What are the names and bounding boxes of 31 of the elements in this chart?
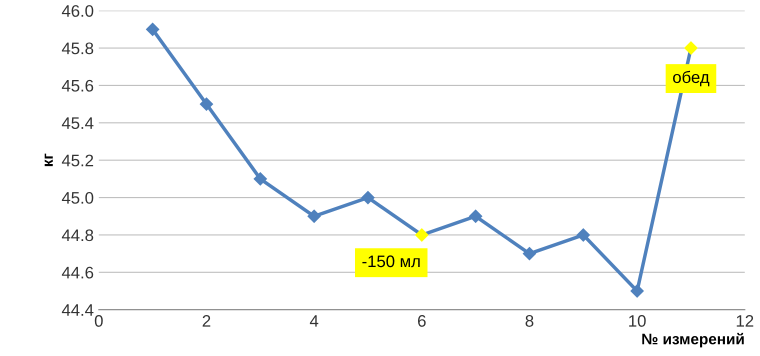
point <box>415 228 428 242</box>
x-tick-label: 8 <box>526 315 534 327</box>
y-tick-label: 45.0 <box>62 192 94 204</box>
point <box>522 247 536 260</box>
point <box>254 172 267 186</box>
point <box>469 210 482 223</box>
x-axis-title: № измерений <box>642 332 744 348</box>
x-tick-label: 10 <box>629 315 646 327</box>
point <box>308 210 321 223</box>
y-tick-label: 44.4 <box>62 304 94 316</box>
y-tick-label: 45.8 <box>62 42 94 54</box>
y-tick-label: 45.4 <box>62 117 94 130</box>
x-tick-label: 6 <box>418 315 426 327</box>
y-tick-label: 45.2 <box>62 154 94 166</box>
y-tick-label: 45.6 <box>62 80 94 92</box>
y-tick-label: 44.8 <box>62 229 94 242</box>
y-tick-label: 44.6 <box>62 266 94 279</box>
x-tick-label: 12 <box>736 315 754 327</box>
y-axis-title: кг <box>44 154 53 166</box>
point <box>146 22 160 36</box>
annotation: -150 мл <box>362 255 420 268</box>
y-tick-label: 46.0 <box>62 5 94 17</box>
point <box>361 190 375 204</box>
x-tick-label: 0 <box>94 315 103 327</box>
point <box>576 228 590 242</box>
x-tick-label: 4 <box>310 315 318 327</box>
annotation: обед <box>673 70 710 86</box>
point <box>630 284 644 298</box>
x-tick-label: 2 <box>202 315 210 327</box>
point <box>684 41 698 55</box>
point <box>200 98 214 111</box>
